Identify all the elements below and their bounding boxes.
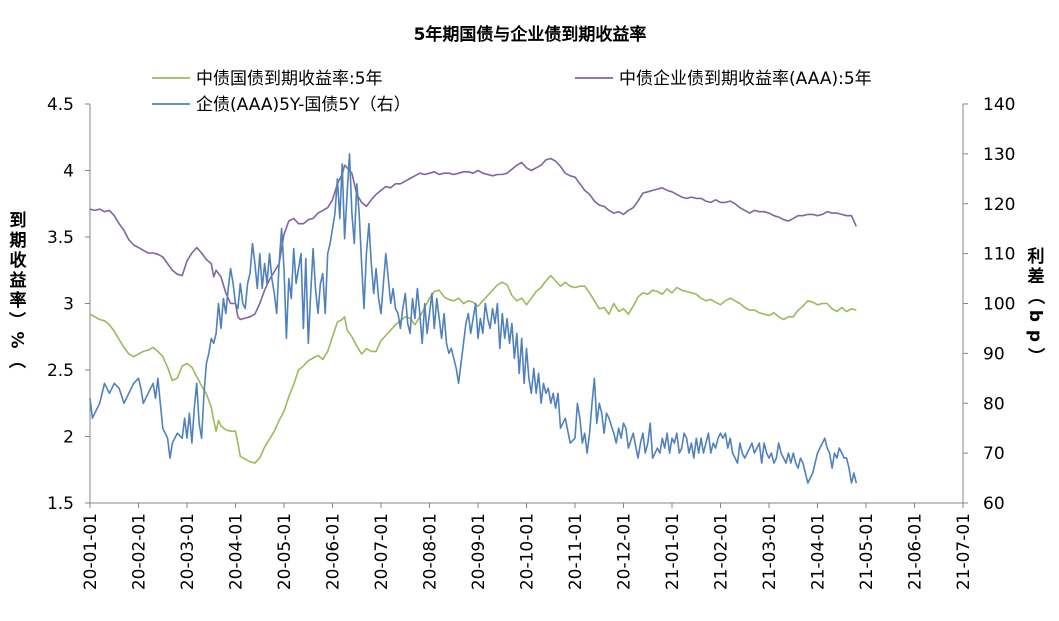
- x-tick-label: 20-08-01: [421, 513, 441, 590]
- right-axis-title-char: 差: [1028, 266, 1045, 287]
- right-y-tick-label: 90: [983, 344, 1005, 364]
- series-layer: [89, 153, 858, 484]
- legend-item-treasury-5y: 中债国债到期收益率:5年: [152, 69, 383, 89]
- legend-item-corporate-aaa-5y: 中债企业债到期收益率(AAA):5年: [575, 69, 872, 89]
- left-axis-title-char: 益: [10, 270, 27, 291]
- x-tick-label: 20-12-01: [615, 513, 635, 590]
- left-axis-title: 到期收益率（% ）: [8, 211, 29, 369]
- legend-label-treasury: 中债国债到期收益率:5年: [196, 69, 383, 89]
- left-axis-title-char: 期: [10, 231, 27, 251]
- x-tick-label: 20-05-01: [275, 513, 295, 590]
- left-y-tick-label: 2: [63, 428, 74, 448]
- x-tick-label: 21-03-01: [760, 513, 780, 590]
- right-axis-title-char: 利: [1028, 246, 1045, 267]
- left-y-tick-label: 2.5: [47, 361, 74, 381]
- right-axis-title-char: p: [1025, 330, 1045, 342]
- right-y-tick-label: 60: [983, 494, 1005, 514]
- x-tick-label: 21-02-01: [712, 513, 732, 590]
- left-axis-title-char: 收: [10, 250, 27, 271]
- x-tick-label: 20-01-01: [81, 513, 101, 590]
- right-y-tick-label: 130: [983, 145, 1015, 165]
- right-y-tick-label: 140: [983, 95, 1015, 115]
- right-axis-title-char: b: [1025, 310, 1045, 322]
- right-y-tick-label: 100: [983, 295, 1015, 315]
- left-y-tick-label: 1.5: [47, 494, 74, 514]
- x-tick-label: 20-04-01: [227, 513, 247, 590]
- right-axis-title-char: （: [1025, 288, 1046, 305]
- right-y-tick-label: 70: [983, 444, 1005, 464]
- left-axis-title-char: %: [9, 331, 29, 348]
- right-axis-title-char: ）: [1025, 348, 1046, 365]
- x-tick-label: 20-11-01: [566, 513, 586, 590]
- right-y-ticks: 60 70 80 90 100 110 120 130 140: [963, 95, 1015, 514]
- chart-title: 5年期国债与企业债到期收益率: [414, 24, 647, 45]
- series-line-2: [89, 153, 858, 484]
- legend-label-corporate: 中债企业债到期收益率(AAA):5年: [619, 69, 872, 89]
- x-tick-label: 20-10-01: [518, 513, 538, 590]
- left-axis-title-char: 到: [10, 211, 27, 231]
- right-y-tick-label: 110: [983, 245, 1015, 265]
- x-tick-label: 21-04-01: [809, 513, 829, 590]
- right-y-tick-label: 80: [983, 394, 1005, 414]
- right-y-tick-label: 120: [983, 195, 1015, 215]
- series-line-1: [89, 157, 858, 321]
- x-tick-label: 20-06-01: [324, 513, 344, 590]
- left-y-tick-label: 4.5: [47, 95, 74, 115]
- x-tick-label: 21-05-01: [857, 513, 877, 590]
- x-tick-label: 21-06-01: [906, 513, 926, 590]
- legend-label-spread: 企债(AAA)5Y-国债5Y（右）: [196, 95, 411, 115]
- left-y-tick-label: 3.5: [47, 228, 74, 248]
- left-y-ticks: 1.5 2 2.5 3 3.5 4 4.5: [47, 95, 90, 514]
- left-axis-title-char: （: [8, 312, 29, 329]
- left-axis-title-char: 率: [10, 290, 27, 311]
- series-line-0: [89, 274, 857, 464]
- left-axis-title-char: ）: [8, 352, 29, 369]
- right-axis-title: 利差（ bp ）: [1025, 246, 1046, 365]
- x-tick-label: 21-07-01: [954, 513, 974, 590]
- x-tick-label: 20-03-01: [178, 513, 198, 590]
- x-tick-label: 20-09-01: [469, 513, 489, 590]
- x-tick-label: 20-07-01: [372, 513, 392, 590]
- legend: 中债国债到期收益率:5年 中债企业债到期收益率(AAA):5年 企债(AAA)5…: [152, 69, 872, 115]
- left-y-tick-label: 4: [63, 162, 74, 182]
- legend-item-spread: 企债(AAA)5Y-国债5Y（右）: [152, 95, 411, 115]
- x-tick-label: 20-02-01: [130, 513, 150, 590]
- x-tick-label: 21-01-01: [663, 513, 683, 590]
- left-y-tick-label: 3: [63, 295, 74, 315]
- x-ticks: 20-01-01 20-02-01 20-03-01 20-04-01 20-05-01…: [81, 503, 974, 590]
